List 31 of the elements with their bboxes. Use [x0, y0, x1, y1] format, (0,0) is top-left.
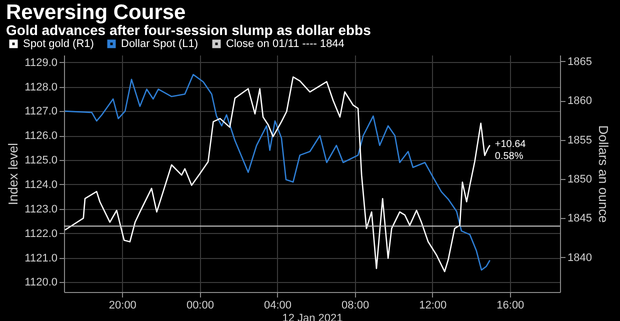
y2-tick-label: 1860 — [568, 95, 592, 108]
chart-subtitle: Gold advances after four-session slump as dollar ebbs — [6, 22, 372, 38]
y-tick-label: 1127.0 — [24, 106, 58, 118]
chart-title: Reversing Course — [6, 1, 186, 24]
y-tick-label: 1123.0 — [24, 203, 58, 216]
y-tick-label: 1121.0 — [24, 252, 58, 264]
annotation: +10.64 — [494, 139, 526, 150]
y2-tick-label: 1855 — [568, 134, 592, 146]
x-tick-label: 04:00 — [264, 300, 292, 312]
annotation: 0.58% — [494, 151, 524, 162]
y-tick-label: 1120.0 — [24, 276, 58, 289]
x-tick-label: 12:00 — [419, 300, 447, 312]
x-tick-label: 16:00 — [496, 300, 524, 312]
y2-axis-title: Dollars an ounce — [596, 125, 611, 223]
legend-label: Dollar Spot (L1) — [121, 38, 198, 50]
y-tick-label: 1122.0 — [24, 228, 58, 240]
y2-tick-label: 1850 — [568, 173, 592, 186]
legend-label: Spot gold (R1) — [23, 38, 94, 50]
y-tick-label: 1124.0 — [24, 178, 58, 191]
y-tick-label: 1129.0 — [24, 56, 58, 69]
y2-tick-label: 1865 — [568, 56, 592, 68]
x-tick-label: 00:00 — [186, 300, 214, 312]
x-tick-label: 08:00 — [342, 300, 370, 312]
y-axis-title: Index level — [6, 142, 21, 206]
y2-tick-label: 1840 — [568, 252, 592, 264]
x-tick-label: 20:00 — [108, 300, 136, 312]
y2-tick-label: 1845 — [568, 212, 592, 225]
legend-label: Close on 01/11 ---- 1844 — [226, 38, 344, 50]
y-tick-label: 1125.0 — [24, 154, 58, 167]
y-tick-label: 1128.0 — [24, 81, 58, 94]
y-tick-label: 1126.0 — [24, 130, 58, 142]
